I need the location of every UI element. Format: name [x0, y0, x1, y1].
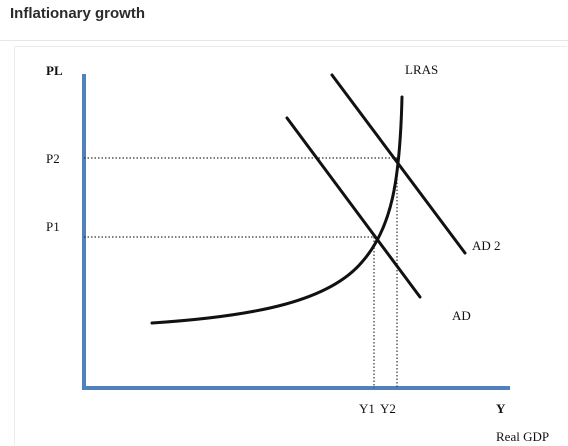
lras-label: LRAS [405, 62, 438, 77]
lras-curve [150, 95, 404, 325]
y-axis-label: PL [46, 63, 63, 78]
y2-label: Y2 [380, 401, 396, 416]
ad-label: AD [452, 308, 471, 323]
ad-curve [285, 116, 422, 299]
ad2-label: AD 2 [472, 238, 501, 253]
x-axis-label: Y [496, 401, 506, 416]
p2-label: P2 [46, 151, 60, 166]
figure-card [14, 46, 567, 446]
x-axis-caption: Real GDP [496, 429, 549, 444]
figure-frame [0, 40, 568, 446]
y1-label: Y1 [359, 401, 375, 416]
ad2-curve [330, 73, 467, 255]
page-title: Inflationary growth [10, 5, 145, 22]
p1-label: P1 [46, 219, 60, 234]
